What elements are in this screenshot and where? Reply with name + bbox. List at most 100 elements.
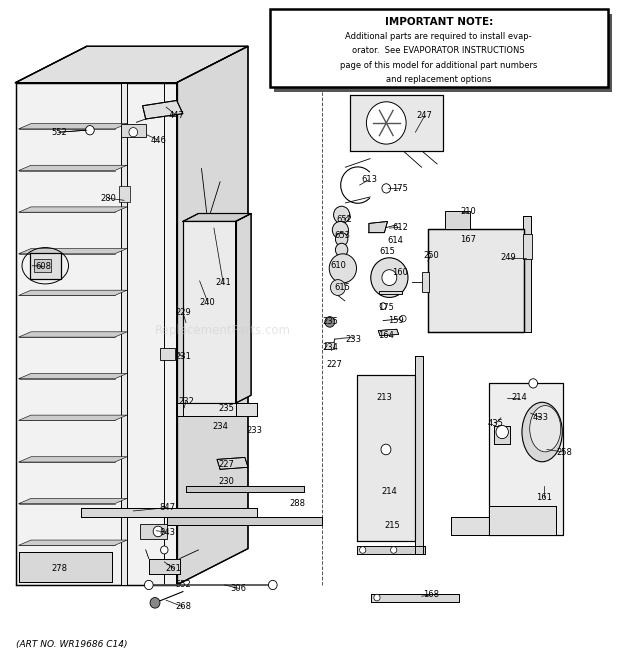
- Text: 280: 280: [100, 194, 117, 203]
- Polygon shape: [183, 214, 251, 221]
- Text: Additional parts are required to install evap-: Additional parts are required to install…: [345, 32, 532, 41]
- Text: IMPORTANT NOTE:: IMPORTANT NOTE:: [384, 17, 493, 27]
- Text: 433: 433: [533, 413, 549, 422]
- Text: 241: 241: [215, 278, 231, 288]
- Polygon shape: [415, 356, 423, 554]
- Bar: [140, 524, 167, 539]
- Circle shape: [380, 303, 386, 309]
- Text: 652: 652: [336, 215, 352, 224]
- Polygon shape: [121, 83, 127, 585]
- Text: 608: 608: [35, 262, 51, 271]
- Polygon shape: [19, 552, 112, 582]
- Text: 610: 610: [330, 261, 346, 270]
- Polygon shape: [167, 517, 322, 525]
- Text: 234: 234: [322, 342, 339, 352]
- Circle shape: [325, 317, 335, 327]
- Polygon shape: [16, 83, 177, 585]
- Text: page of this model for additional part numbers: page of this model for additional part n…: [340, 61, 538, 70]
- Text: 847: 847: [159, 503, 175, 512]
- Bar: [274, 14, 612, 92]
- Text: 447: 447: [169, 111, 185, 120]
- Polygon shape: [369, 221, 388, 233]
- Polygon shape: [19, 207, 127, 212]
- Text: 552: 552: [51, 128, 67, 137]
- Text: 229: 229: [175, 308, 191, 317]
- Polygon shape: [177, 46, 248, 585]
- Text: 268: 268: [175, 602, 191, 611]
- Ellipse shape: [529, 406, 560, 452]
- Polygon shape: [19, 290, 127, 295]
- Polygon shape: [30, 253, 61, 279]
- Polygon shape: [177, 403, 257, 416]
- Text: 213: 213: [376, 393, 392, 403]
- Circle shape: [150, 598, 160, 608]
- Polygon shape: [19, 457, 127, 462]
- Polygon shape: [378, 329, 399, 336]
- Bar: [422, 272, 429, 292]
- Text: 164: 164: [378, 330, 394, 340]
- Polygon shape: [183, 221, 236, 403]
- Circle shape: [268, 580, 277, 590]
- Text: 613: 613: [361, 175, 377, 184]
- Polygon shape: [356, 375, 415, 541]
- Polygon shape: [489, 506, 556, 535]
- Polygon shape: [356, 546, 425, 554]
- Polygon shape: [19, 415, 127, 420]
- Text: 168: 168: [423, 590, 439, 600]
- Text: 167: 167: [460, 235, 476, 244]
- Polygon shape: [19, 373, 127, 379]
- Circle shape: [129, 128, 138, 137]
- Polygon shape: [183, 403, 236, 416]
- Text: orator.  See EVAPORATOR INSTRUCTIONS: orator. See EVAPORATOR INSTRUCTIONS: [352, 46, 525, 56]
- Circle shape: [335, 233, 348, 246]
- Text: 615: 615: [379, 247, 396, 256]
- Polygon shape: [451, 517, 489, 535]
- Circle shape: [334, 206, 350, 223]
- Bar: [34, 259, 51, 272]
- Text: 159: 159: [388, 316, 404, 325]
- Polygon shape: [19, 332, 127, 337]
- Text: 235: 235: [322, 317, 339, 327]
- Text: 234: 234: [212, 422, 228, 431]
- Text: 161: 161: [536, 492, 552, 502]
- Bar: [160, 348, 175, 360]
- Text: 288: 288: [290, 499, 306, 508]
- Circle shape: [366, 102, 406, 144]
- Circle shape: [330, 280, 345, 295]
- Circle shape: [329, 254, 356, 283]
- Circle shape: [335, 243, 348, 256]
- Text: 614: 614: [388, 236, 404, 245]
- Polygon shape: [350, 95, 443, 151]
- Polygon shape: [19, 540, 127, 545]
- Text: 240: 240: [200, 297, 216, 307]
- Polygon shape: [149, 559, 180, 574]
- Text: ReplacementParts.com: ReplacementParts.com: [155, 324, 291, 337]
- Text: 258: 258: [556, 447, 572, 457]
- Bar: [119, 186, 130, 202]
- Text: (ART NO. WR19686 C14): (ART NO. WR19686 C14): [16, 640, 127, 649]
- Polygon shape: [217, 457, 248, 469]
- Text: 249: 249: [500, 253, 516, 262]
- Polygon shape: [19, 498, 127, 504]
- Circle shape: [529, 379, 538, 388]
- Polygon shape: [19, 124, 127, 129]
- Ellipse shape: [522, 403, 562, 462]
- Polygon shape: [236, 214, 251, 403]
- Text: 214: 214: [381, 487, 397, 496]
- Polygon shape: [19, 249, 127, 254]
- Text: 233: 233: [246, 426, 262, 436]
- Text: 612: 612: [392, 223, 408, 232]
- Text: 215: 215: [384, 521, 400, 530]
- Bar: [523, 234, 532, 259]
- Text: 175: 175: [378, 303, 394, 312]
- Circle shape: [144, 580, 153, 590]
- Polygon shape: [19, 165, 127, 171]
- Circle shape: [496, 426, 508, 439]
- Polygon shape: [428, 229, 524, 332]
- Bar: [325, 342, 334, 349]
- Circle shape: [374, 594, 380, 601]
- Polygon shape: [81, 508, 257, 517]
- Polygon shape: [494, 426, 510, 444]
- Circle shape: [86, 126, 94, 135]
- Polygon shape: [371, 594, 459, 602]
